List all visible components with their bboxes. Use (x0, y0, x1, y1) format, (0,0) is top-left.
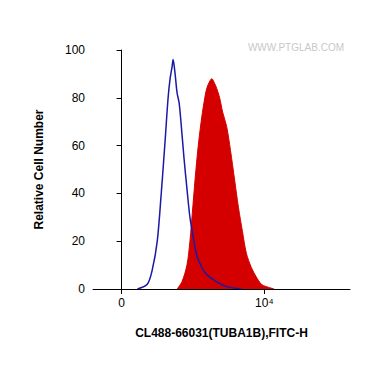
svg-text:40: 40 (72, 186, 86, 200)
svg-text:80: 80 (72, 91, 86, 105)
svg-text:20: 20 (72, 234, 86, 248)
svg-text:60: 60 (72, 139, 86, 153)
svg-text:Relative Cell Number: Relative Cell Number (32, 109, 46, 229)
svg-text:100: 100 (65, 43, 85, 57)
svg-text:CL488-66031(TUBA1B),FITC-H: CL488-66031(TUBA1B),FITC-H (135, 326, 308, 340)
svg-text:0: 0 (118, 296, 125, 310)
svg-text:0: 0 (78, 282, 85, 296)
svg-text:10⁴: 10⁴ (255, 296, 274, 310)
svg-text:WWW.PTGLAB.COM: WWW.PTGLAB.COM (248, 42, 344, 53)
